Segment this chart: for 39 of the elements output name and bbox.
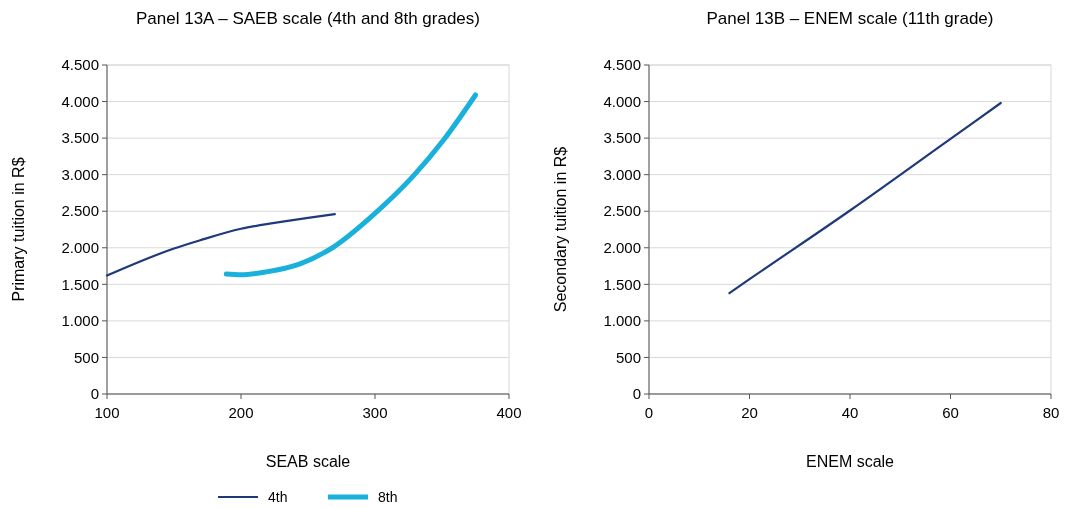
x-tick-label: 60: [942, 404, 959, 421]
y-tick-label: 3.500: [603, 129, 641, 147]
x-tick-label: 100: [94, 404, 120, 421]
x-tick-label: 0: [644, 404, 654, 421]
y-tick-label: 4.000: [603, 92, 641, 110]
y-tick-label: 1.500: [603, 275, 641, 293]
x-tick-label: 40: [841, 404, 859, 421]
y-axis-title: Primary tuition in R$: [10, 157, 27, 302]
y-axis-title: Secondary tuition in R$: [552, 146, 569, 313]
x-tick-label: 300: [362, 404, 388, 421]
y-tick-label: 2.000: [603, 239, 641, 257]
x-tick-label: 200: [228, 404, 254, 421]
y-tick-label: 2.500: [61, 202, 99, 220]
y-tick-label: 0: [632, 385, 641, 403]
chart-title: Panel 13A – SAEB scale (4th and 8th grades): [135, 9, 481, 28]
x-axis-title: ENEM scale: [805, 453, 895, 470]
legend-label: 4th: [268, 488, 288, 505]
y-tick-label: 0: [90, 385, 99, 403]
y-tick-label: 2.500: [603, 202, 641, 220]
y-tick-label: 1.000: [61, 312, 99, 330]
chart-title: Panel 13B – ENEM scale (11th grade): [706, 9, 994, 28]
y-tick-label: 3.500: [61, 129, 99, 147]
y-tick-label: 3.000: [603, 165, 641, 183]
line-series: [728, 101, 1002, 295]
y-tick-label: 1.500: [61, 275, 99, 293]
x-axis-title: SEAB scale: [265, 453, 351, 470]
y-tick-label: 2.000: [61, 239, 99, 257]
x-tick-label: 400: [496, 404, 522, 421]
y-tick-label: 1.000: [603, 312, 641, 330]
line-series: [105, 213, 336, 277]
y-tick-label: 4.000: [61, 92, 99, 110]
y-tick-label: 4.500: [603, 56, 641, 74]
y-tick-label: 500: [615, 348, 641, 366]
legend-label: 8th: [378, 488, 398, 505]
y-tick-label: 500: [73, 348, 99, 366]
y-tick-label: 3.000: [61, 165, 99, 183]
x-tick-label: 80: [1042, 404, 1060, 421]
x-tick-label: 20: [741, 404, 758, 421]
y-tick-label: 4.500: [61, 56, 99, 74]
